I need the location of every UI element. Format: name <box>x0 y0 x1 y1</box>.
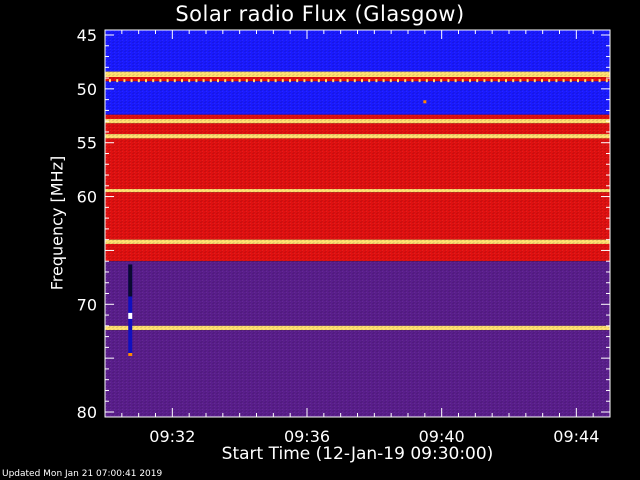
dot-mark <box>548 79 551 83</box>
dot-mark <box>116 79 119 83</box>
dot-mark <box>483 79 486 83</box>
dotted-band <box>109 79 608 83</box>
dot-mark <box>577 79 579 83</box>
dot-mark <box>224 79 227 83</box>
dot-mark <box>325 79 327 83</box>
dot-mark <box>454 79 457 83</box>
x-tick-label-32: 09:32 <box>149 427 195 446</box>
y-tick-label-70: 70 <box>77 295 97 314</box>
x-tick-label-44: 09:44 <box>553 427 599 446</box>
dot-mark <box>555 79 558 83</box>
y-tick-label-55: 55 <box>77 134 97 153</box>
dot-mark <box>274 79 277 83</box>
y-tick-label-50: 50 <box>77 80 97 99</box>
dot-mark <box>476 79 479 83</box>
dot-mark <box>310 79 313 83</box>
dot-mark <box>209 79 212 83</box>
dot-mark <box>353 79 356 83</box>
dot-mark <box>166 79 169 83</box>
dot-mark <box>152 79 155 83</box>
dot-mark <box>339 79 342 83</box>
dot-mark <box>188 79 191 83</box>
dot-mark <box>404 79 407 83</box>
dot-mark <box>605 79 608 83</box>
dot-mark <box>382 79 385 83</box>
y-tick-label-80: 80 <box>77 403 97 422</box>
dot-mark <box>389 79 392 83</box>
dot-mark <box>433 79 435 83</box>
dot-mark <box>562 79 565 83</box>
burst-column <box>128 264 133 356</box>
dot-mark <box>411 79 414 83</box>
dot-mark <box>317 79 320 83</box>
dot-mark <box>375 79 378 83</box>
dot-mark <box>447 79 450 83</box>
burst-features <box>128 100 427 356</box>
dot-mark <box>173 79 176 83</box>
dot-mark <box>281 79 284 83</box>
dot-mark <box>303 79 306 83</box>
dot-mark <box>490 79 493 83</box>
dot-mark <box>368 79 371 83</box>
dot-mark <box>519 79 522 83</box>
dot-mark <box>296 79 299 83</box>
dot-mark <box>361 79 363 83</box>
dot-mark <box>231 79 234 83</box>
dot-mark <box>418 79 421 83</box>
dot-mark <box>217 79 219 83</box>
dot-mark <box>461 79 464 83</box>
y-tick-label-60: 60 <box>77 188 97 207</box>
dot-mark <box>123 79 126 83</box>
dot-mark <box>202 79 205 83</box>
dot-mark <box>497 79 500 83</box>
dot-mark <box>512 79 515 83</box>
burst-column-end <box>128 352 133 356</box>
dot-mark <box>569 79 572 83</box>
dot-mark <box>505 79 507 83</box>
x-axis-label: Start Time (12-Jan-19 09:30:00) <box>221 444 494 464</box>
dot-mark <box>159 79 162 83</box>
burst-column-peak <box>128 312 133 319</box>
dot-mark <box>469 79 471 83</box>
dot-mark <box>598 79 601 83</box>
dot-mark <box>109 79 111 83</box>
noise-texture <box>105 30 610 417</box>
chart-title: Solar radio Flux (Glasgow) <box>175 2 465 26</box>
dot-mark <box>289 79 291 83</box>
dot-mark <box>591 79 594 83</box>
y-tick-label-45: 45 <box>77 26 97 45</box>
y-axis-ticks: 45 50 55 60 70 80 <box>77 26 610 422</box>
dot-mark <box>245 79 248 83</box>
dot-mark <box>267 79 270 83</box>
dot-mark <box>130 79 133 83</box>
x-axis-ticks: 09:32 09:36 09:40 09:44 <box>121 30 599 446</box>
dot-mark <box>584 79 587 83</box>
dot-mark <box>260 79 263 83</box>
dot-mark <box>440 79 443 83</box>
dot-mark <box>332 79 335 83</box>
dot-mark <box>533 79 536 83</box>
dot-mark <box>181 79 183 83</box>
spike <box>423 100 427 104</box>
dot-mark <box>425 79 428 83</box>
x-tick-label-36: 09:36 <box>284 427 330 446</box>
dot-mark <box>145 79 147 83</box>
updated-timestamp: Updated Mon Jan 21 07:00:41 2019 <box>2 469 163 479</box>
dot-mark <box>238 79 241 83</box>
dot-mark <box>526 79 529 83</box>
dot-mark <box>195 79 198 83</box>
dot-mark <box>346 79 349 83</box>
dot-mark <box>253 79 255 83</box>
burst-column-dark <box>128 264 133 297</box>
dot-mark <box>397 79 399 83</box>
dot-mark <box>541 79 543 83</box>
dot-mark <box>137 79 140 83</box>
x-tick-label-40: 09:40 <box>419 427 465 446</box>
